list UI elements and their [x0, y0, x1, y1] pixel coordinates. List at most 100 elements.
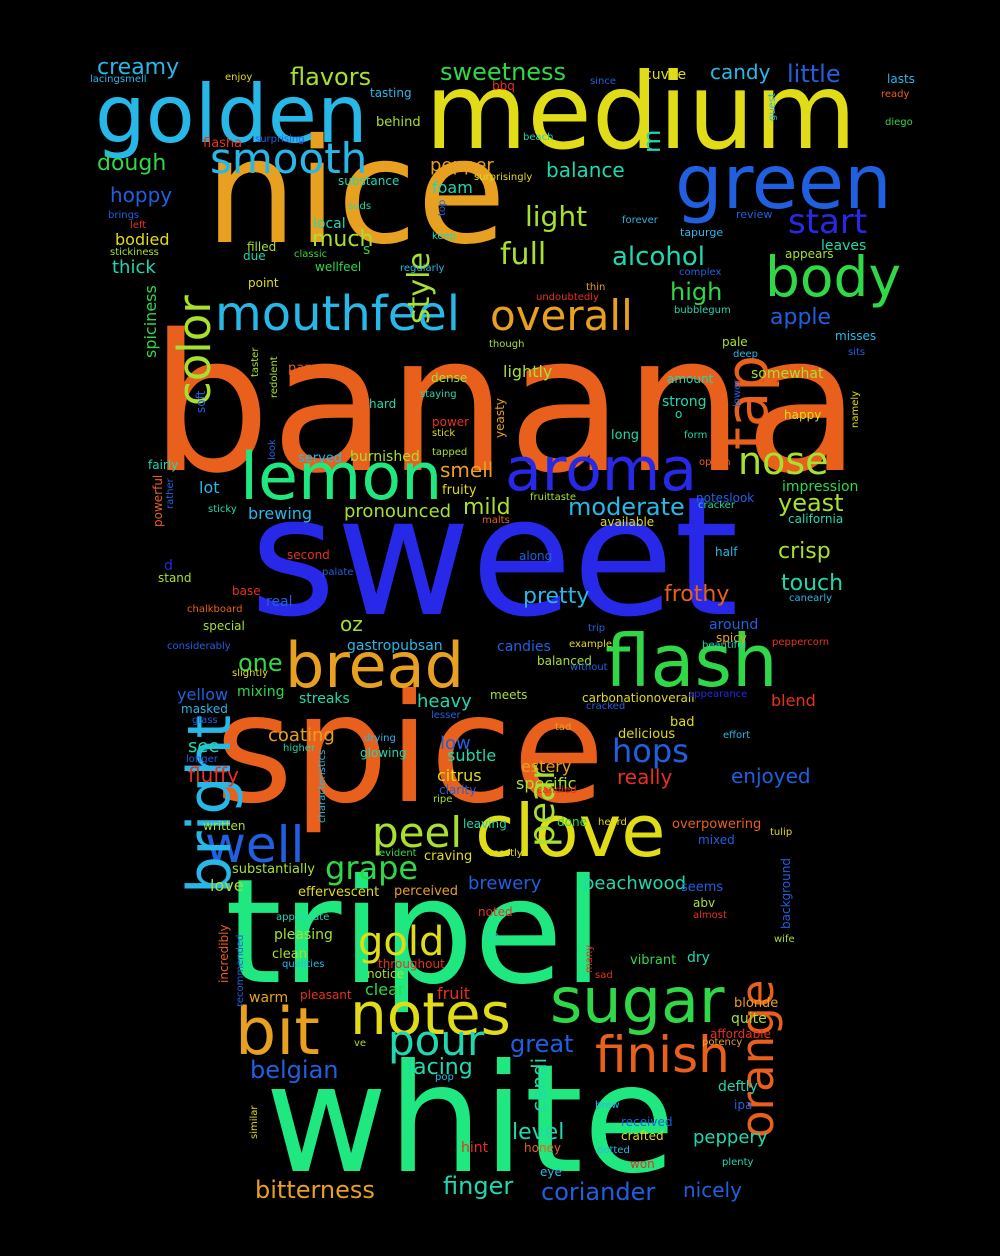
- cloud-word: sugar: [550, 964, 725, 1037]
- cloud-word: along: [519, 549, 553, 563]
- cloud-word: blonde: [734, 996, 779, 1011]
- cloud-word: mixed: [698, 833, 735, 847]
- cloud-word: taster: [250, 347, 261, 377]
- cloud-word: around: [709, 617, 759, 633]
- cloud-word: hint: [461, 1140, 489, 1156]
- cloud-word: peppery: [693, 1127, 768, 1148]
- cloud-word: lemon: [240, 440, 443, 515]
- cloud-word: burnished: [350, 449, 420, 465]
- cloud-word: frothy: [664, 582, 730, 607]
- cloud-word: bodied: [115, 230, 170, 249]
- cloud-word: fairly: [148, 458, 179, 472]
- cloud-word: bubblegum: [674, 305, 731, 316]
- cloud-word: undoubtedly: [536, 292, 599, 303]
- cloud-word: ipa: [734, 1098, 753, 1112]
- cloud-word: spiciness: [141, 285, 160, 358]
- cloud-word: almost: [693, 910, 727, 921]
- cloud-word: high: [670, 278, 723, 306]
- cloud-word: recommended: [235, 934, 246, 1007]
- cloud-word: sad: [595, 970, 613, 981]
- cloud-word: dotted: [597, 1145, 630, 1156]
- cloud-word: characteristics: [317, 749, 328, 823]
- cloud-word: real: [266, 594, 293, 610]
- cloud-word: pepper: [430, 155, 494, 176]
- cloud-word: balance: [546, 158, 625, 182]
- cloud-word: power: [432, 415, 470, 429]
- cloud-word: similar: [249, 1105, 260, 1139]
- cloud-word: alcohol: [612, 242, 705, 272]
- cloud-word: flash: [605, 619, 778, 703]
- cloud-word: start: [788, 202, 868, 242]
- cloud-word: smell: [440, 458, 494, 482]
- cloud-word: finger: [443, 1172, 514, 1200]
- cloud-word: palate: [322, 567, 354, 578]
- cloud-word: higher: [283, 743, 316, 754]
- cloud-word: special: [203, 619, 245, 633]
- cloud-word: tapurge: [680, 226, 724, 239]
- cloud-word: pale: [722, 335, 748, 349]
- cloud-word: spicy: [716, 631, 747, 645]
- cloud-word: classic: [294, 249, 328, 260]
- cloud-word: plenty: [722, 1157, 754, 1168]
- cloud-word: forever: [622, 215, 658, 226]
- cloud-word: overpowering: [672, 817, 762, 832]
- cloud-word: ve: [354, 1038, 367, 1049]
- cloud-word: coriander: [541, 1178, 656, 1206]
- cloud-word: second: [287, 548, 330, 562]
- cloud-word: hard: [369, 397, 397, 411]
- cloud-word: example: [569, 639, 613, 650]
- cloud-word: though: [489, 339, 525, 350]
- cloud-word: tasting: [370, 86, 412, 100]
- cloud-word: glass: [192, 715, 218, 726]
- cloud-word: wife: [774, 934, 795, 945]
- cloud-word: noted: [478, 905, 513, 919]
- cloud-word: bbq: [492, 79, 515, 93]
- cloud-word: beach: [523, 132, 554, 143]
- cloud-word: light: [525, 200, 588, 233]
- cloud-word: appreciate: [276, 912, 330, 923]
- cloud-word: deftly: [718, 1079, 758, 1095]
- cloud-word: beachwood: [583, 873, 687, 894]
- cloud-word: lightly: [503, 362, 553, 381]
- cloud-word: seems: [681, 880, 724, 895]
- cloud-word: mostly: [489, 848, 523, 859]
- cloud-word: love: [210, 876, 244, 895]
- cloud-word: look: [267, 439, 278, 460]
- cloud-word: craving: [424, 849, 473, 864]
- cloud-word: grape: [325, 849, 419, 887]
- cloud-word: oz: [340, 612, 363, 636]
- cloud-word: medium: [425, 51, 857, 173]
- cloud-word: enjoyed: [731, 764, 811, 788]
- cloud-word: complex: [679, 267, 722, 278]
- cloud-word: fluffy: [188, 763, 239, 787]
- cloud-word: substantially: [232, 862, 315, 877]
- cloud-word: regularly: [400, 263, 445, 274]
- cloud-word: strong: [662, 394, 707, 410]
- cloud-word: since: [590, 76, 616, 87]
- cloud-word: namely: [850, 390, 861, 428]
- cloud-word: pour: [388, 1016, 485, 1065]
- cloud-word: candies: [497, 639, 551, 655]
- cloud-word: cracker: [698, 500, 735, 511]
- cloud-word: noteslook: [696, 491, 755, 505]
- cloud-word: stick: [432, 428, 456, 439]
- cloud-word: sweetness: [440, 58, 567, 86]
- cloud-word: low: [440, 733, 471, 754]
- cloud-word: dough: [97, 151, 167, 176]
- cloud-word: potency: [702, 1037, 743, 1048]
- cloud-word: gastropubsan: [347, 638, 443, 654]
- cloud-word: nice: [205, 108, 507, 277]
- cloud-word: filled: [247, 240, 277, 254]
- cloud-word: behind: [376, 115, 421, 130]
- cloud-word: review: [736, 208, 773, 221]
- cloud-word: citrus: [437, 766, 482, 785]
- cloud-word: cuvee: [644, 67, 687, 83]
- cloud-word: lot: [199, 478, 220, 497]
- cloud-word: without: [570, 662, 608, 673]
- cloud-word: carbonationoverall: [582, 691, 695, 705]
- cloud-word: dry: [687, 950, 710, 966]
- cloud-word: deep: [733, 349, 758, 360]
- cloud-word: served: [298, 451, 343, 466]
- cloud-word: lacing: [407, 1055, 473, 1080]
- cloud-word: well: [205, 816, 305, 874]
